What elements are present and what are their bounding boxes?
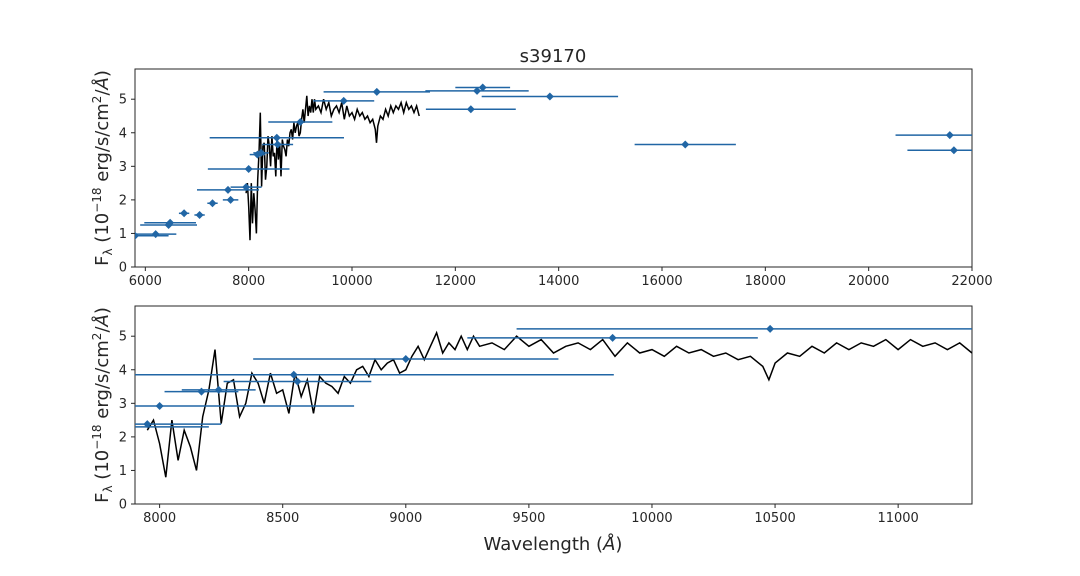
bottom-plot-marks xyxy=(57,324,972,478)
top-photometry-point-22 xyxy=(681,140,690,149)
top-photometry-point-13 xyxy=(272,133,281,142)
top-plot-marks xyxy=(135,83,972,241)
top-photometry-point-15 xyxy=(296,118,305,127)
top-y-tick-label-5: 5 xyxy=(119,93,127,108)
top-y-tick-label-4: 4 xyxy=(119,126,127,141)
top-photometry-point-7 xyxy=(226,195,235,204)
bottom-x-tick-label-2: 9000 xyxy=(389,511,422,526)
bottom-x-tick-label-3: 9500 xyxy=(512,511,545,526)
top-photometry-point-16 xyxy=(339,96,348,105)
top-photometry-point-18 xyxy=(466,105,475,114)
bottom-photometry-point-15 xyxy=(401,355,410,364)
top-photometry-point-17 xyxy=(372,87,381,96)
bottom-y-tick-label-1: 1 xyxy=(119,464,127,479)
bottom-photometry-point-7 xyxy=(69,433,77,441)
top-photometry-point-3 xyxy=(166,218,175,227)
top-photometry-point-9 xyxy=(242,183,251,192)
bottom-photometry-point-10 xyxy=(155,402,164,411)
bottom-photometry-point-8 xyxy=(57,423,65,431)
top-photometry-point-12 xyxy=(257,148,266,157)
bottom-photometry-point-14 xyxy=(293,377,302,386)
bottom-x-tick-label-1: 8500 xyxy=(266,511,299,526)
bottom-x-tick-label-5: 10500 xyxy=(754,511,795,526)
bottom-spectrum-line xyxy=(146,330,972,478)
top-photometry-point-1 xyxy=(151,230,160,239)
top-x-tick-label-5: 16000 xyxy=(641,274,682,289)
bottom-x-tick-label-6: 11000 xyxy=(877,511,918,526)
bottom-y-tick-label-2: 2 xyxy=(119,430,127,445)
plot-title: s39170 xyxy=(520,46,587,67)
top-photometry-point-20 xyxy=(478,83,487,92)
bottom-x-tick-label-0: 8000 xyxy=(143,511,176,526)
top-panel: 6000 8000 10000 12000 14000 16000 18000 20000 22… xyxy=(90,68,993,289)
bottom-photometry-point-12 xyxy=(214,385,223,394)
bottom-y-tick-label-3: 3 xyxy=(119,397,127,412)
top-x-tick-label-7: 20000 xyxy=(848,274,889,289)
bottom-x-ticks: 8000 8500 9000 9500 10000 10500 11000 xyxy=(143,504,919,526)
top-photometry-point-10 xyxy=(244,165,253,174)
top-photometry-point-19 xyxy=(473,86,482,95)
bottom-y-ticks: 0 1 2 3 4 5 xyxy=(119,330,135,513)
bottom-x-tick-label-4: 10000 xyxy=(631,511,672,526)
top-x-tick-label-0: 6000 xyxy=(129,274,162,289)
top-y-ticks: 0 1 2 3 4 5 xyxy=(119,93,135,276)
top-photometry-point-5 xyxy=(195,210,204,219)
top-y-tick-label-3: 3 xyxy=(119,160,127,175)
top-photometry-point-14 xyxy=(273,140,282,149)
top-plot-frame xyxy=(134,68,973,268)
bottom-y-tick-label-4: 4 xyxy=(119,363,127,378)
top-y-tick-label-1: 1 xyxy=(119,227,127,242)
top-y-tick-label-2: 2 xyxy=(119,193,127,208)
bottom-y-axis-label: Fλ (10−18 erg/s/cm2/Å) xyxy=(90,307,115,503)
bottom-plot-frame xyxy=(134,305,973,505)
top-photometry-point-24 xyxy=(949,146,958,155)
bottom-photometry-point-16 xyxy=(608,333,617,342)
top-photometry-point-23 xyxy=(945,131,954,140)
top-x-tick-label-6: 18000 xyxy=(745,274,786,289)
top-x-ticks: 6000 8000 10000 12000 14000 16000 18000 20000 22… xyxy=(129,267,993,289)
top-photometry-point-8 xyxy=(224,185,232,194)
top-photometry-point-4 xyxy=(180,209,189,218)
bottom-y-tick-label-0: 0 xyxy=(119,498,127,513)
bottom-photometry-point-11 xyxy=(197,387,206,396)
top-spectrum-line xyxy=(245,95,420,241)
x-axis-label: Wavelength (Å) xyxy=(484,533,623,555)
bottom-photometry-point-17 xyxy=(766,324,775,333)
top-photometry-point-21 xyxy=(545,92,554,101)
bottom-panel: 8000 8500 9000 9500 10000 10500 11000 0 1 2 3 4 5 F… xyxy=(57,305,973,555)
top-x-tick-label-3: 12000 xyxy=(435,274,476,289)
top-y-axis-label: Fλ (10−18 erg/s/cm2/Å) xyxy=(90,70,115,266)
bottom-photometry-point-9 xyxy=(143,420,152,429)
top-x-tick-label-4: 14000 xyxy=(538,274,579,289)
top-photometry-point-6 xyxy=(208,199,217,208)
bottom-y-tick-label-5: 5 xyxy=(119,330,127,345)
top-x-tick-label-1: 8000 xyxy=(232,274,265,289)
bottom-photometry-point-13 xyxy=(289,370,298,379)
top-y-tick-label-0: 0 xyxy=(119,261,127,276)
top-x-tick-label-8: 22000 xyxy=(951,274,992,289)
top-x-tick-label-2: 10000 xyxy=(331,274,372,289)
